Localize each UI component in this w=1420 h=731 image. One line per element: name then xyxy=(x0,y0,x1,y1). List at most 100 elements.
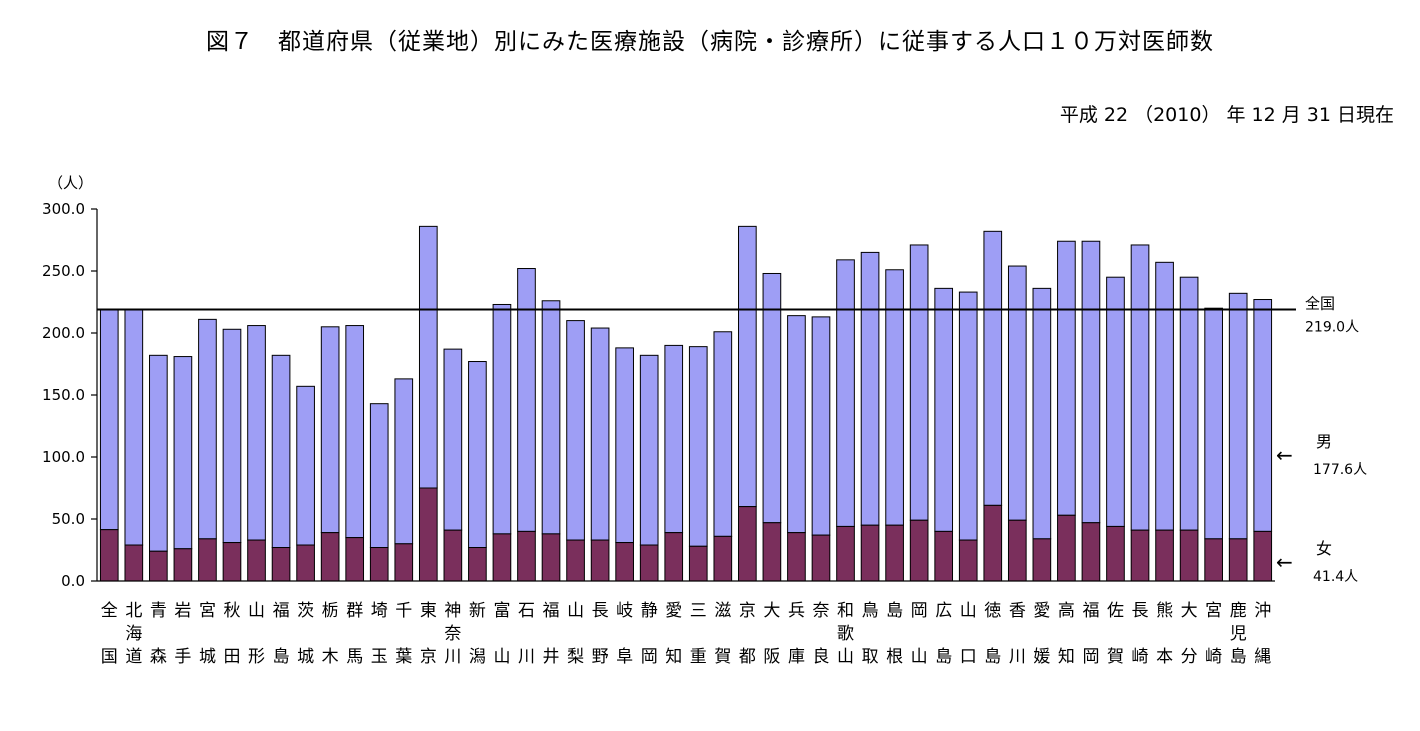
x-tick-label-char: 賀 xyxy=(714,647,731,667)
x-tick-label: 沖縄 xyxy=(1254,601,1271,667)
bar-male xyxy=(1228,292,1248,540)
bar-male xyxy=(836,259,855,527)
x-tick-label-char: 歌 xyxy=(837,624,854,644)
bar-male xyxy=(124,308,144,546)
bar-female xyxy=(909,519,929,582)
reference-line-label: 全国 xyxy=(1305,294,1335,312)
x-tick-label: 茨城 xyxy=(297,601,314,667)
x-tick-label: 東京 xyxy=(420,601,437,667)
x-tick-label: 鳥取 xyxy=(862,601,879,667)
reference-line-value: 219.0人 xyxy=(1305,319,1359,335)
x-tick-label-char: 三 xyxy=(690,601,707,621)
bar-female xyxy=(443,529,463,582)
x-tick-label-char: 高 xyxy=(1058,601,1075,621)
x-tick-label-char: 岩 xyxy=(174,601,191,621)
bar-female xyxy=(1081,522,1101,582)
bar-female xyxy=(345,537,365,582)
x-tick-label-char: 島 xyxy=(886,601,903,621)
y-axis-label: （人） xyxy=(48,174,93,192)
annotation-female: 女 ← 41.4人 xyxy=(1276,539,1358,585)
bar-male xyxy=(1106,276,1125,527)
x-tick-label-char: 梨 xyxy=(567,647,584,667)
x-tick-label-char: 縄 xyxy=(1254,647,1271,667)
x-tick-label-char: 山 xyxy=(248,601,265,621)
x-tick-label: 全国 xyxy=(101,601,118,667)
x-tick-label: 滋賀 xyxy=(714,601,731,667)
bar-male xyxy=(443,348,463,531)
x-tick-label-char: 分 xyxy=(1181,647,1198,667)
x-tick-label: 埼玉 xyxy=(371,601,388,667)
x-tick-label: 群馬 xyxy=(346,601,363,667)
bar-male xyxy=(492,303,512,535)
x-tick-label-char: 宮 xyxy=(1205,601,1222,621)
x-tick-label-char: 広 xyxy=(935,601,952,621)
bar-male xyxy=(762,272,782,524)
x-tick-label-char: 手 xyxy=(174,647,191,667)
x-tick-label-char: 沖 xyxy=(1254,601,1271,621)
bar-female xyxy=(1032,538,1052,582)
x-tick-label: 千葉 xyxy=(395,601,412,667)
x-tick-label-char: 山 xyxy=(567,601,584,621)
bar-female xyxy=(983,504,1003,582)
x-tick-label-char: 秋 xyxy=(223,601,240,621)
x-tick-label: 宮崎 xyxy=(1205,601,1222,667)
x-tick-label-char: 形 xyxy=(248,647,265,667)
x-tick-label-char: 鳥 xyxy=(862,601,879,621)
y-tick-label: 50.0 xyxy=(52,510,85,528)
x-tick-label-char: 京 xyxy=(739,601,756,621)
y-tick-label: 150.0 xyxy=(42,386,85,404)
bar-female xyxy=(149,550,168,582)
x-tick-label-char: 賀 xyxy=(1107,647,1124,667)
x-tick-label: 岩手 xyxy=(174,601,191,667)
bar-female xyxy=(688,545,708,582)
bar-male xyxy=(149,354,168,552)
x-tick-label-char: 滋 xyxy=(714,601,731,621)
bar-male xyxy=(590,327,610,541)
x-tick-label-char: 山 xyxy=(837,647,854,667)
bar-male xyxy=(99,308,119,531)
x-tick-label-char: 野 xyxy=(592,647,609,667)
x-tick-label-char: 島 xyxy=(1230,647,1247,667)
x-tick-label-char: 千 xyxy=(395,601,412,621)
bar-male xyxy=(247,325,266,541)
bar-male xyxy=(345,325,365,539)
x-tick-label-char: 神 xyxy=(444,601,461,621)
x-tick-label-char: 崎 xyxy=(1205,647,1222,667)
x-tick-label-char: 山 xyxy=(493,647,510,667)
y-tick-label: 0.0 xyxy=(61,572,85,590)
bar-male xyxy=(958,291,978,541)
x-tick-label-char: 福 xyxy=(543,601,560,621)
x-tick-label-char: 岡 xyxy=(1082,647,1099,667)
bar-female xyxy=(566,539,585,582)
x-tick-label-char: 都 xyxy=(739,647,756,667)
x-tick-label-char: 福 xyxy=(273,601,290,621)
x-tick-label: 鹿児島 xyxy=(1230,601,1247,667)
x-tick-label-char: 栃 xyxy=(322,601,339,621)
x-tick-label: 三重 xyxy=(690,601,707,667)
x-tick-label: 愛知 xyxy=(665,601,682,667)
bar-female xyxy=(124,544,144,582)
chart-title: 図７ 都道府県（従業地）別にみた医療施設（病院・診療所）に従事する人口１０万対医… xyxy=(206,29,1214,55)
x-tick-label-char: 崎 xyxy=(1132,647,1149,667)
bar-female xyxy=(836,525,855,582)
x-tick-label: 香川 xyxy=(1009,601,1026,667)
x-tick-label-char: 根 xyxy=(886,647,903,667)
x-tick-label: 大阪 xyxy=(763,601,780,667)
bar-male xyxy=(934,287,954,532)
x-tick-label-char: 潟 xyxy=(469,647,486,667)
bar-male xyxy=(566,320,585,541)
x-tick-label-char: 東 xyxy=(420,601,437,621)
bar-male xyxy=(1081,240,1101,524)
annotation-label: 男 xyxy=(1316,432,1332,451)
bar-male xyxy=(320,326,340,534)
bar-female xyxy=(1106,525,1125,582)
bar-female xyxy=(369,547,389,582)
x-tick-label-char: 川 xyxy=(444,647,461,667)
x-tick-label-char: 知 xyxy=(1058,647,1075,667)
x-tick-label: 長崎 xyxy=(1132,601,1149,667)
bar-female xyxy=(541,533,561,582)
annotation-value: 41.4人 xyxy=(1313,569,1358,585)
x-tick-label-char: 岡 xyxy=(911,601,928,621)
x-tick-label-char: 島 xyxy=(273,647,290,667)
bar-male xyxy=(198,318,217,540)
